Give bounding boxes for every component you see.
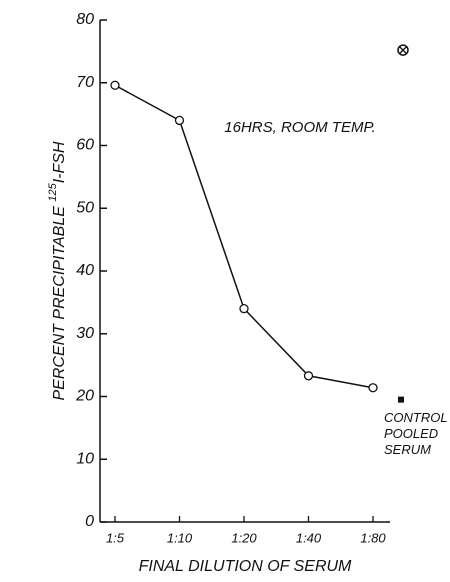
y-tick-label: 40 <box>76 262 94 279</box>
y-tick-label: 30 <box>76 325 94 342</box>
y-label-part: PERCENT PRECIPITABLE <box>51 202 68 401</box>
control-label: POOLED <box>384 426 438 441</box>
x-axis-label: FINAL DILUTION OF SERUM <box>139 558 352 575</box>
data-point <box>239 303 249 314</box>
y-tick-label: 20 <box>75 388 94 405</box>
control-marker <box>398 396 404 403</box>
y-tick-label: 80 <box>76 11 94 28</box>
control-label: SERUM <box>384 442 431 457</box>
x-tick-label: 1:10 <box>167 530 193 545</box>
data-point <box>110 80 120 90</box>
control-label: CONTROL <box>384 410 448 425</box>
x-tick-label: 1:5 <box>106 530 125 545</box>
x-tick-label: 1:20 <box>231 530 257 545</box>
y-label-superscript: 125 <box>47 182 59 201</box>
annotation: 16HRS, ROOM TEMP. <box>224 119 375 136</box>
x-tick-label: 1:40 <box>296 530 322 545</box>
y-tick-label: 60 <box>76 137 94 154</box>
y-tick-label: 0 <box>85 513 94 530</box>
y-label-part: I-FSH <box>51 141 68 183</box>
x-tick-label: 1:80 <box>360 530 386 545</box>
data-point <box>174 115 185 126</box>
y-tick-label: 10 <box>76 450 94 467</box>
y-axis-label: PERCENT PRECIPITABLE 125I-FSH <box>47 141 68 400</box>
data-point <box>303 371 314 381</box>
y-tick-label: 50 <box>76 199 94 216</box>
extra-marker-cross <box>399 46 407 55</box>
data-point <box>368 383 378 393</box>
y-tick-label: 70 <box>76 74 94 91</box>
